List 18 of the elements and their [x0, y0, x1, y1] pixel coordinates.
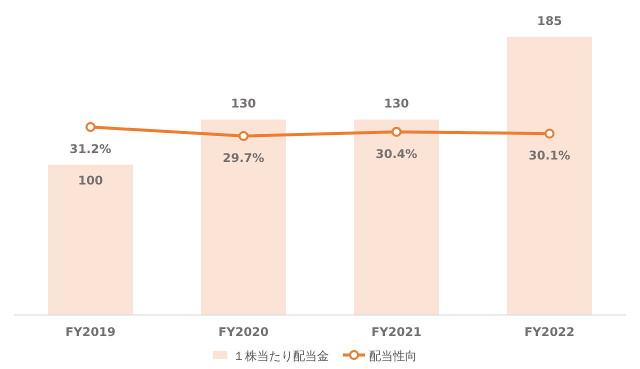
point: [238, 131, 248, 142]
data-label: 30.1%: [528, 148, 570, 163]
point: [544, 128, 554, 139]
data-label: 130: [384, 96, 410, 111]
point: [86, 122, 96, 132]
legend-label: 配当性向: [369, 349, 417, 363]
data-label: 130: [230, 96, 256, 111]
legend-label: １株当たり配当金: [233, 349, 329, 363]
data-label: 100: [78, 174, 104, 188]
data-label: 31.2%: [70, 142, 112, 156]
x-tick-label: FY2020: [218, 325, 269, 339]
x-tick-label: FY2021: [371, 325, 422, 339]
x-tick-label: FY2022: [524, 325, 575, 339]
data-label: 185: [536, 14, 562, 28]
point: [392, 126, 402, 137]
data-label: 29.7%: [222, 151, 264, 166]
x-tick-label: FY2019: [65, 325, 116, 339]
data-label: 30.4%: [376, 146, 418, 161]
